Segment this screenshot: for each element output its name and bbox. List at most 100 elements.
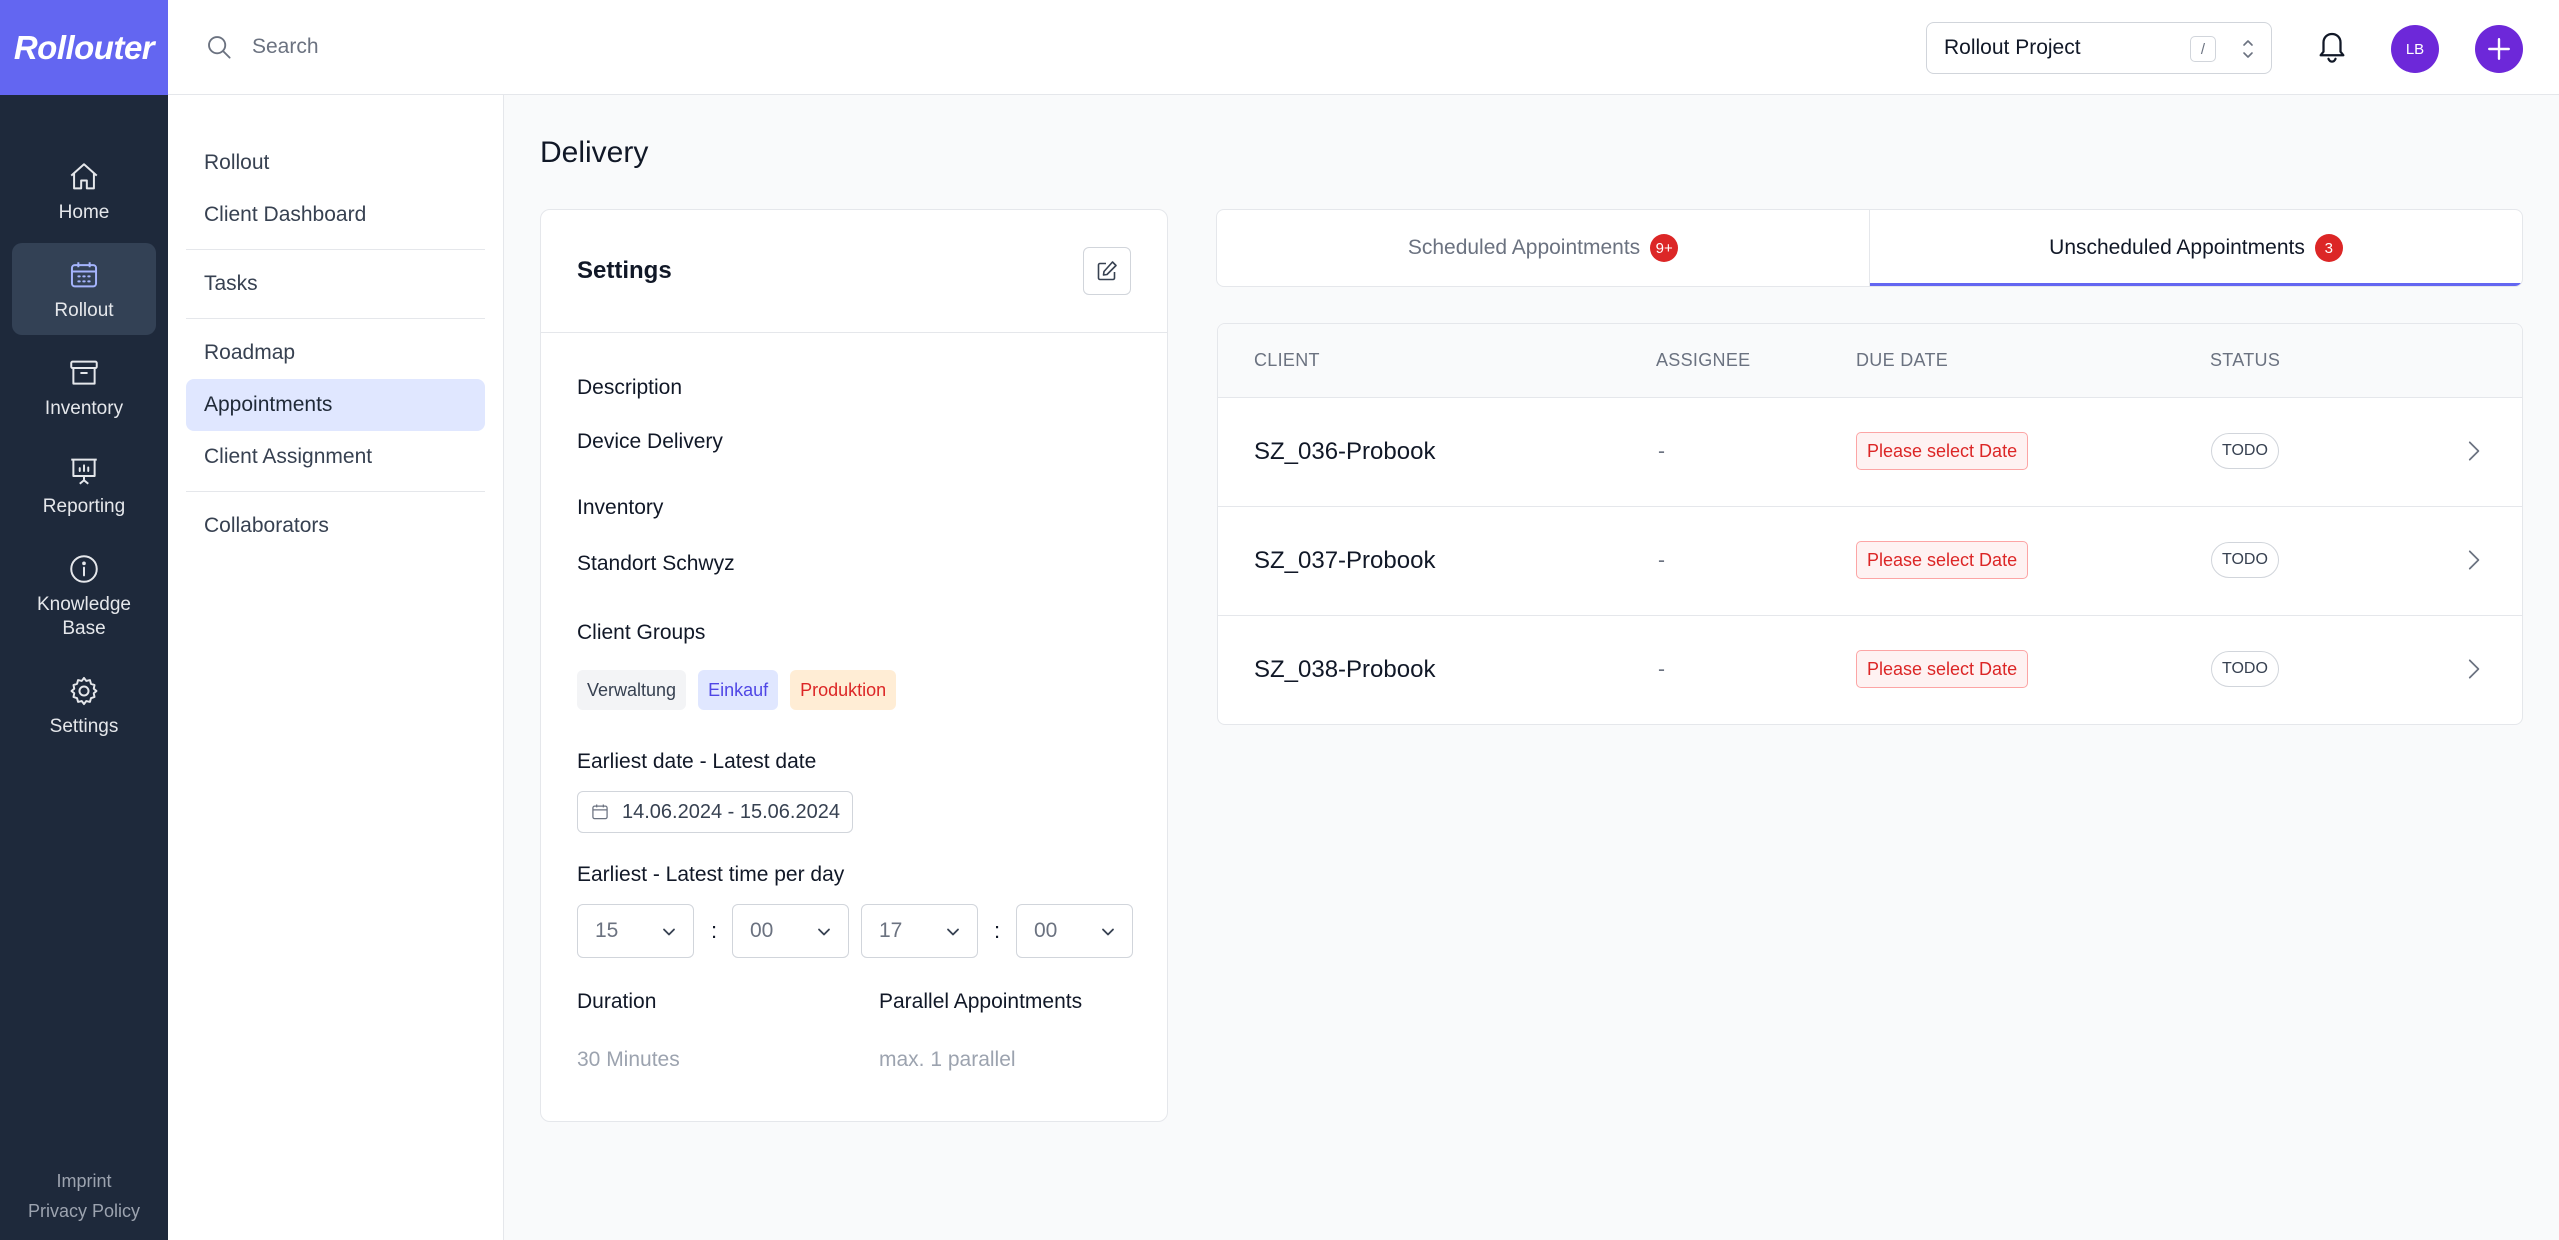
- nav-item-inventory[interactable]: Inventory: [12, 341, 156, 433]
- duration-value: 30 Minutes: [577, 1048, 680, 1071]
- nav-item-settings[interactable]: Settings: [12, 659, 156, 751]
- table-row[interactable]: SZ_036-Probook - Please select Date TODO: [1218, 398, 2522, 507]
- subnav-divider: [186, 491, 485, 492]
- inventory-label: Inventory: [577, 496, 664, 519]
- chevron-down-icon: [947, 928, 959, 936]
- search-bar: [204, 32, 2559, 62]
- create-button[interactable]: [2475, 25, 2523, 73]
- presentation-chart-icon: [66, 453, 102, 489]
- table-row[interactable]: SZ_037-Probook - Please select Date TODO: [1218, 507, 2522, 616]
- earliest-minute-select[interactable]: 00: [732, 904, 849, 958]
- latest-minute-value: 00: [1034, 919, 1058, 942]
- earliest-hour-select[interactable]: 15: [577, 904, 694, 958]
- client-groups-label: Client Groups: [577, 621, 706, 644]
- inventory-value: Standort Schwyz: [577, 552, 735, 575]
- edit-settings-button[interactable]: [1083, 247, 1131, 295]
- app-sidebar: Rollouter Home Rollout Inventory Reporti…: [0, 0, 168, 1240]
- client-name: SZ_038-Probook: [1254, 656, 1436, 683]
- chevron-down-icon: [663, 928, 675, 936]
- column-header-status: STATUS: [2210, 350, 2281, 370]
- sidebar-footer: Imprint Privacy Policy: [0, 1166, 168, 1240]
- tab-unscheduled-appointments[interactable]: Unscheduled Appointments 3: [1869, 210, 2522, 286]
- subnav-divider: [186, 249, 485, 250]
- edit-icon: [1097, 261, 1117, 281]
- time-separator: :: [994, 918, 1001, 943]
- keyboard-shortcut-hint: /: [2190, 36, 2216, 62]
- status-badge: TODO: [2211, 542, 2279, 578]
- subnav-item-appointments[interactable]: Appointments: [186, 379, 485, 431]
- user-avatar[interactable]: LB: [2391, 25, 2439, 73]
- gear-icon: [66, 673, 102, 709]
- latest-minute-select[interactable]: 00: [1016, 904, 1133, 958]
- count-badge: 9+: [1650, 234, 1679, 262]
- assignee: -: [1658, 658, 1665, 681]
- nav-item-knowledge-base[interactable]: Knowledge Base: [12, 537, 156, 653]
- plus-icon: [2488, 38, 2510, 60]
- description-value: Device Delivery: [577, 430, 723, 453]
- client-group-chip: Einkauf: [698, 670, 779, 710]
- calendar-icon: [66, 257, 102, 293]
- nav-label-reporting: Reporting: [42, 496, 126, 517]
- due-date-badge: Please select Date: [1856, 432, 2029, 470]
- client-group-chip: Verwaltung: [577, 670, 687, 710]
- nav-item-rollout[interactable]: Rollout: [12, 243, 156, 335]
- column-header-due-date: DUE DATE: [1856, 350, 1949, 370]
- bell-icon[interactable]: [2315, 27, 2349, 65]
- earliest-hour-value: 15: [595, 919, 619, 942]
- page-title: Delivery: [540, 136, 649, 169]
- date-range-value: 14.06.2024 - 15.06.2024: [622, 800, 840, 823]
- description-label: Description: [577, 376, 683, 399]
- chevron-right-icon: [2468, 441, 2480, 461]
- nav-item-reporting[interactable]: Reporting: [12, 439, 156, 531]
- time-separator: :: [711, 918, 718, 943]
- logo-text: Rollouter: [13, 28, 155, 66]
- subnav-divider: [186, 318, 485, 319]
- nav-item-home[interactable]: Home: [12, 145, 156, 237]
- imprint-link[interactable]: Imprint: [56, 1171, 112, 1191]
- assignee: -: [1658, 440, 1665, 463]
- subnav-item-client-assignment[interactable]: Client Assignment: [204, 445, 373, 468]
- subnav-item-rollout[interactable]: Rollout: [204, 151, 270, 174]
- search-input[interactable]: [252, 35, 752, 59]
- table-row[interactable]: SZ_038-Probook - Please select Date TODO: [1218, 616, 2522, 724]
- date-range-label: Earliest date - Latest date: [577, 750, 817, 773]
- date-range-field[interactable]: 14.06.2024 - 15.06.2024: [577, 791, 853, 833]
- latest-hour-value: 17: [879, 919, 903, 942]
- parallel-appointments-value: max. 1 parallel: [879, 1048, 1016, 1071]
- chevron-down-icon: [818, 928, 830, 936]
- project-selector[interactable]: Rollout Project /: [1926, 22, 2272, 74]
- chevron-down-icon: [1102, 928, 1114, 936]
- app-logo[interactable]: Rollouter: [0, 0, 168, 95]
- nav-label-home: Home: [58, 202, 110, 223]
- count-badge: 3: [2314, 234, 2343, 262]
- duration-label: Duration: [577, 990, 657, 1013]
- appointments-table: CLIENT ASSIGNEE DUE DATE STATUS SZ_036-P…: [1217, 323, 2523, 725]
- subnav-item-collaborators[interactable]: Collaborators: [204, 514, 329, 537]
- status-badge: TODO: [2211, 651, 2279, 687]
- subnav-item-tasks[interactable]: Tasks: [204, 272, 258, 295]
- assignee: -: [1658, 549, 1665, 572]
- column-header-assignee: ASSIGNEE: [1656, 350, 1751, 370]
- due-date-badge: Please select Date: [1856, 541, 2029, 579]
- subnav-item-client-dashboard[interactable]: Client Dashboard: [204, 203, 367, 226]
- time-per-day-label: Earliest - Latest time per day: [577, 863, 845, 886]
- table-header: CLIENT ASSIGNEE DUE DATE STATUS: [1218, 324, 2522, 398]
- chevron-up-down-icon: [2243, 40, 2253, 58]
- subnav-item-roadmap[interactable]: Roadmap: [204, 341, 296, 364]
- latest-hour-select[interactable]: 17: [861, 904, 978, 958]
- nav-label-inventory: Inventory: [44, 398, 124, 419]
- nav-label-knowledge-base: Knowledge Base: [36, 594, 132, 639]
- tab-label: Unscheduled Appointments: [2049, 236, 2305, 259]
- settings-header: Settings: [541, 210, 1167, 333]
- privacy-policy-link[interactable]: Privacy Policy: [27, 1201, 141, 1221]
- settings-title: Settings: [577, 257, 672, 284]
- topbar: [168, 0, 2559, 95]
- client-group-chip: Produktion: [790, 670, 897, 710]
- chevron-right-icon: [2468, 550, 2480, 570]
- search-icon: [208, 36, 231, 59]
- tab-scheduled-appointments[interactable]: Scheduled Appointments 9+: [1217, 210, 1869, 286]
- earliest-minute-value: 00: [750, 919, 774, 942]
- home-icon: [66, 159, 102, 195]
- settings-card: Settings Description Device Delivery Inv…: [540, 209, 1168, 1122]
- project-name: Rollout Project: [1944, 36, 2081, 59]
